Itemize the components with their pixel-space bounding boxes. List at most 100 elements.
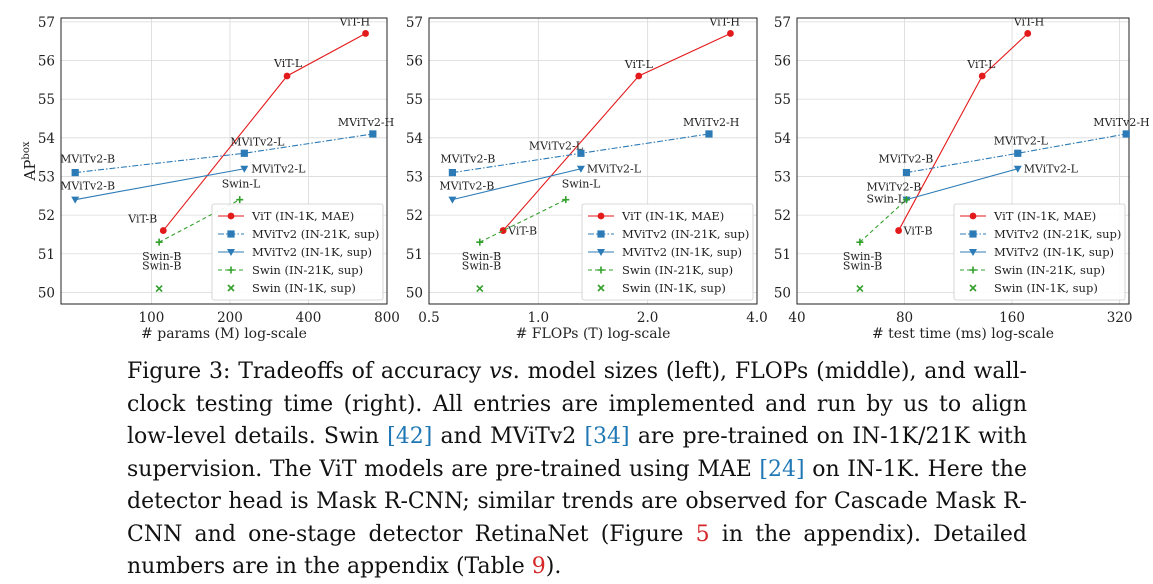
point-label: MViTv2-B: [60, 180, 115, 193]
figure-5-link[interactable]: 5: [695, 521, 710, 547]
legend-entry: MViTv2 (IN-1K, sup): [252, 245, 372, 259]
plus-marker: [856, 238, 864, 246]
x-marker: [227, 284, 235, 292]
point-label: MViTv2-H: [683, 116, 739, 129]
series-1: ViT-B ViT-L ViT-H: [127, 15, 370, 234]
caption-text-2: . model sizes (left), FLOPs (middle), an…: [127, 359, 1027, 449]
caption-text-6: in the appendix). Detailed numbers are i…: [127, 521, 1027, 580]
table-9-link[interactable]: 9: [531, 554, 546, 579]
square-marker: [705, 130, 713, 138]
x-axis-label: # params (M) log-scale: [141, 326, 307, 342]
point-label: MViTv2-B: [866, 181, 921, 194]
plus-marker: [902, 196, 910, 204]
y-tick-label: 50: [774, 285, 791, 301]
point-label: ViT-H: [1013, 15, 1045, 28]
caption-text-4: are pre-trained on IN-1K/21K with superv…: [127, 424, 1027, 482]
x-tick-label: 800: [374, 310, 400, 326]
point-label: MViTv2-L: [1024, 163, 1079, 176]
legend-entry: MViTv2 (IN-21K, sup): [622, 227, 749, 241]
series-line: [75, 168, 245, 201]
point-label: Swin-B: [142, 250, 181, 263]
y-tick-label: 53: [38, 169, 55, 185]
x-tick-label: 80: [896, 310, 913, 326]
circle-marker: [362, 30, 369, 37]
point-label: Swin-B: [843, 250, 882, 263]
legend: ViT (IN-1K, MAE) MViTv2 (IN-21K, sup) MViT…: [953, 203, 1126, 301]
y-tick-label: 56: [406, 54, 423, 70]
series-2: MViTv2-B MViTv2-L MViTv2-H: [878, 116, 1150, 177]
x-marker: [476, 284, 484, 293]
circle-marker: [159, 227, 167, 234]
citation-24[interactable]: [24]: [759, 456, 805, 482]
x-tick-label: 0.5: [418, 310, 439, 326]
y-tick-label: 56: [774, 54, 791, 70]
citation-34[interactable]: [34]: [584, 424, 630, 449]
legend-entry: Swin (IN-21K, sup): [994, 263, 1105, 277]
y-tick-label: 53: [406, 169, 423, 185]
point-label: Swin-L: [222, 178, 261, 191]
triangle-marker: [597, 249, 605, 256]
square-marker: [71, 168, 79, 177]
point-label: MViTv2-L: [230, 135, 285, 148]
legend-entry: Swin (IN-21K, sup): [622, 263, 733, 277]
square-marker: [369, 130, 377, 138]
point-label: MViTv2-B: [440, 153, 495, 166]
x-tick-label: 2.0: [637, 310, 658, 326]
x-tick-label: 4.0: [746, 310, 767, 326]
point-label: MViTv2-L: [587, 163, 642, 176]
caption-text-5: on IN-1K. Here the detector head is Mask…: [127, 456, 1027, 547]
series-1: ViT-B ViT-L ViT-H: [895, 15, 1045, 238]
point-label: Swin-L: [866, 193, 905, 206]
caption-text-1: Tradeoffs of accuracy: [230, 359, 490, 384]
point-label: Swin-B: [142, 260, 181, 273]
y-tick-label: 57: [406, 15, 423, 31]
x-tick-label: 400: [296, 310, 322, 326]
triangle-marker: [1013, 165, 1022, 173]
y-tick-label: 55: [38, 92, 55, 108]
x-tick-label: 40: [788, 310, 805, 326]
legend-entry: Swin (IN-1K, sup): [994, 281, 1098, 295]
legend-entry: MViTv2 (IN-21K, sup): [252, 227, 379, 241]
chart-panel-1: 50 51 52 53 54 55 56 57 100 200 400 800 # params (M)…: [21, 15, 400, 342]
square-marker: [227, 230, 235, 238]
legend-entry: ViT (IN-1K, MAE): [993, 209, 1096, 223]
circle-marker: [283, 72, 291, 80]
series-4: Swin-B Swin-L: [462, 178, 601, 264]
square-marker: [577, 149, 585, 157]
caption-vs: vs: [489, 359, 513, 384]
point-label: Swin-B: [843, 260, 882, 273]
point-label: MViTv2-L: [529, 139, 584, 152]
triangle-marker: [448, 196, 457, 204]
square-marker: [969, 230, 977, 238]
series-4: Swin-B Swin-L: [843, 193, 910, 263]
series-5: Swin-B: [462, 260, 501, 293]
y-tick-label: 54: [774, 131, 791, 147]
series-3: MViTv2-B MViTv2-L: [60, 163, 306, 204]
legend-entry: ViT (IN-1K, MAE): [621, 209, 724, 223]
series-4: Swin-B Swin-L: [142, 178, 261, 264]
y-tick-label: 56: [38, 54, 55, 70]
square-marker: [1122, 130, 1130, 138]
point-label: ViT-B: [127, 213, 157, 226]
y-tick-label: 53: [774, 169, 791, 185]
legend-entry: Swin (IN-1K, sup): [252, 281, 356, 295]
y-tick-label: 55: [406, 92, 423, 108]
y-tick-label: 54: [406, 131, 423, 147]
point-label: MViTv2-B: [878, 153, 933, 166]
chart-panel-3: 50 51 52 53 54 55 56 57 40 80 160 320 # test time (m…: [774, 15, 1150, 342]
y-tick-label: 55: [774, 92, 791, 108]
circle-marker: [727, 30, 734, 37]
x-axis-label: # FLOPs (T) log-scale: [516, 326, 671, 342]
x-axis-label: # test time (ms) log-scale: [872, 326, 1054, 342]
x-marker: [597, 284, 605, 292]
legend-entry: Swin (IN-1K, sup): [622, 281, 726, 295]
x-tick-label: 320: [1107, 310, 1133, 326]
circle-marker: [597, 212, 605, 220]
point-label: MViTv2-L: [251, 163, 306, 176]
citation-42[interactable]: [42]: [387, 424, 433, 449]
x-tick-label: 200: [217, 310, 243, 326]
figure-label: Figure 3:: [127, 359, 231, 384]
circle-marker: [969, 212, 977, 220]
plus-marker: [155, 238, 163, 246]
plot-frame: [796, 17, 1130, 305]
